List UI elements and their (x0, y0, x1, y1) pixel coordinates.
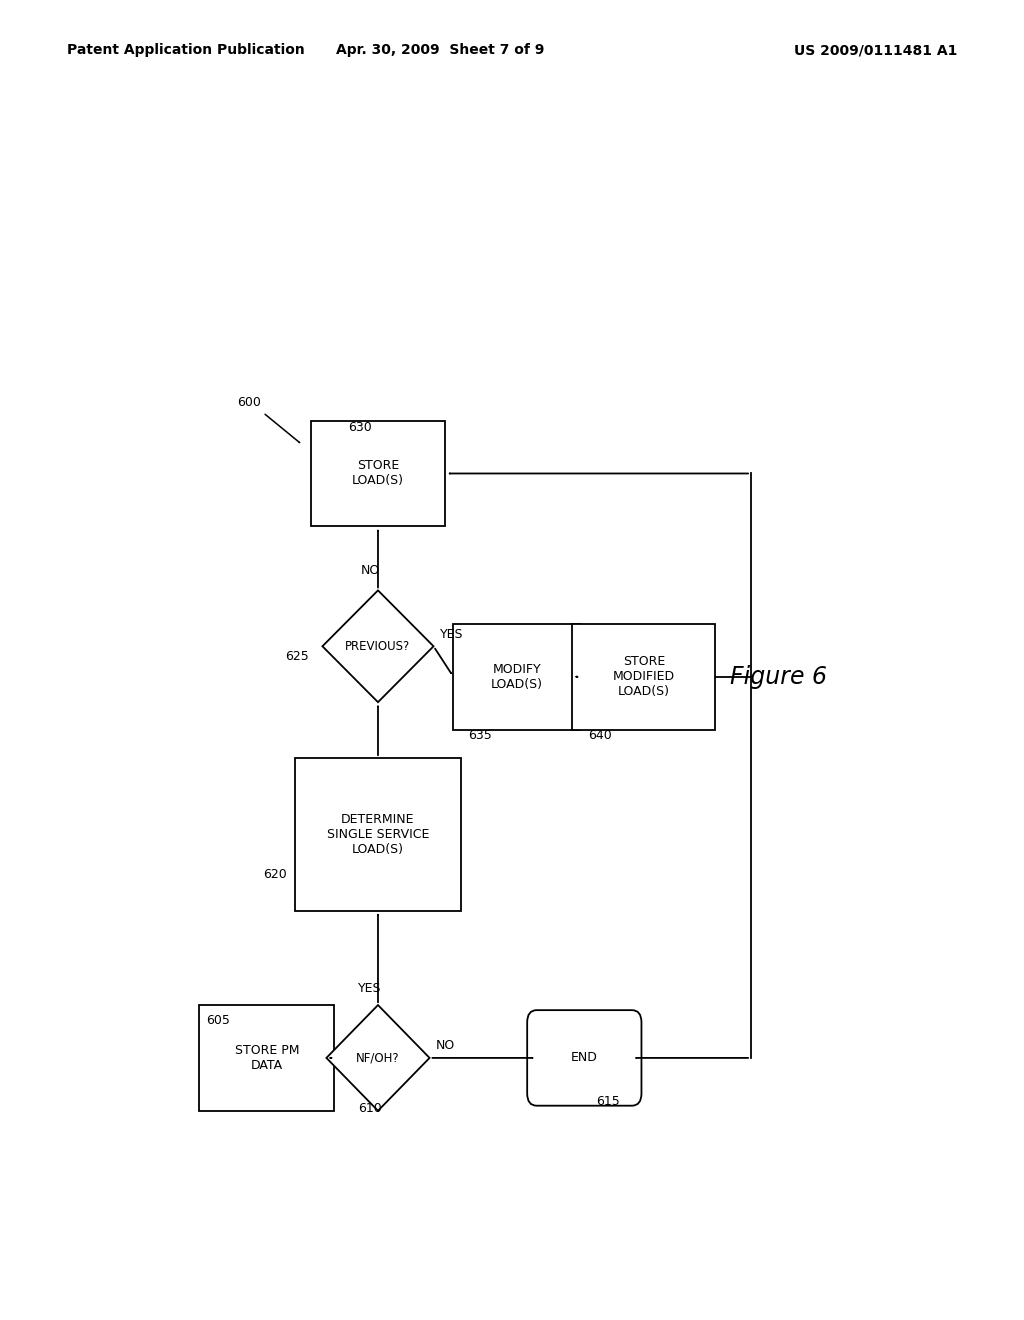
Text: 605: 605 (206, 1014, 229, 1027)
Text: END: END (571, 1052, 598, 1064)
Text: NO: NO (436, 1039, 455, 1052)
Text: Apr. 30, 2009  Sheet 7 of 9: Apr. 30, 2009 Sheet 7 of 9 (336, 44, 545, 57)
FancyBboxPatch shape (200, 1005, 334, 1110)
Text: 610: 610 (358, 1102, 382, 1115)
Text: 600: 600 (238, 396, 261, 409)
Text: Patent Application Publication: Patent Application Publication (67, 44, 304, 57)
Text: YES: YES (358, 982, 382, 995)
Text: 630: 630 (348, 421, 373, 434)
Text: STORE PM
DATA: STORE PM DATA (234, 1044, 299, 1072)
Text: NF/OH?: NF/OH? (356, 1052, 399, 1064)
Text: 625: 625 (285, 649, 309, 663)
Text: PREVIOUS?: PREVIOUS? (345, 640, 411, 653)
Text: DETERMINE
SINGLE SERVICE
LOAD(S): DETERMINE SINGLE SERVICE LOAD(S) (327, 813, 429, 855)
Text: 635: 635 (468, 729, 492, 742)
Text: 615: 615 (596, 1096, 620, 1107)
Text: NO: NO (360, 564, 380, 577)
Text: Figure 6: Figure 6 (730, 665, 827, 689)
Text: YES: YES (440, 627, 464, 640)
Text: US 2009/0111481 A1: US 2009/0111481 A1 (794, 44, 957, 57)
FancyBboxPatch shape (572, 624, 715, 730)
FancyBboxPatch shape (454, 624, 581, 730)
FancyBboxPatch shape (310, 421, 445, 527)
Text: STORE
MODIFIED
LOAD(S): STORE MODIFIED LOAD(S) (612, 655, 675, 698)
Polygon shape (323, 590, 433, 702)
Text: MODIFY
LOAD(S): MODIFY LOAD(S) (490, 663, 543, 690)
Text: 640: 640 (588, 729, 612, 742)
Polygon shape (327, 1005, 430, 1110)
Text: 620: 620 (263, 869, 287, 882)
FancyBboxPatch shape (527, 1010, 641, 1106)
FancyBboxPatch shape (295, 758, 462, 911)
Text: STORE
LOAD(S): STORE LOAD(S) (352, 459, 404, 487)
